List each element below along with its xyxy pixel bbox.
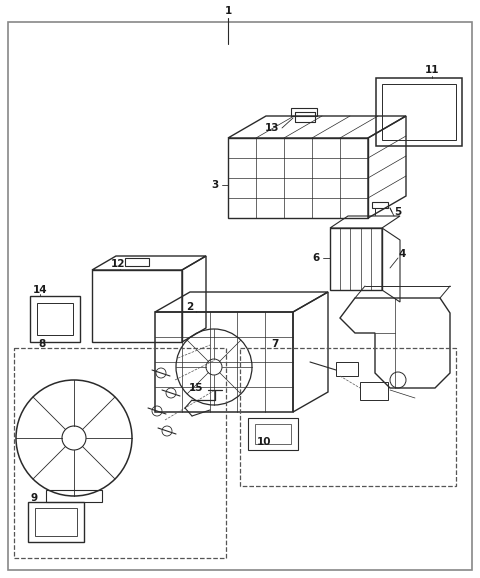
Bar (360, 382, 388, 400)
Bar (248, 418, 298, 450)
Bar (255, 424, 291, 444)
Bar (155, 312, 293, 412)
Text: 4: 4 (398, 249, 406, 259)
Text: 11: 11 (425, 65, 439, 75)
Text: 9: 9 (30, 493, 37, 503)
Text: 2: 2 (186, 302, 193, 312)
Bar (295, 112, 315, 122)
Text: 8: 8 (38, 339, 46, 349)
Bar (372, 202, 388, 208)
Text: 5: 5 (395, 207, 402, 217)
Text: 13: 13 (265, 123, 279, 133)
Bar (291, 108, 317, 116)
Bar (382, 84, 456, 140)
Text: 7: 7 (271, 339, 279, 349)
Bar (336, 362, 358, 376)
Bar (30, 296, 80, 342)
Bar (228, 138, 368, 218)
Bar (46, 490, 102, 502)
Bar (125, 258, 149, 266)
Bar (14, 348, 226, 558)
Text: 6: 6 (312, 253, 320, 263)
Text: 15: 15 (189, 383, 203, 393)
Bar (35, 508, 77, 536)
Bar (28, 502, 84, 542)
Text: 14: 14 (33, 285, 48, 295)
Bar (37, 303, 73, 335)
Bar (240, 348, 456, 486)
Text: 12: 12 (111, 259, 125, 269)
Text: 3: 3 (211, 180, 218, 190)
Text: 10: 10 (257, 437, 271, 447)
Text: 1: 1 (224, 6, 232, 16)
Bar (376, 78, 462, 146)
Bar (92, 270, 182, 342)
Bar (330, 228, 382, 290)
